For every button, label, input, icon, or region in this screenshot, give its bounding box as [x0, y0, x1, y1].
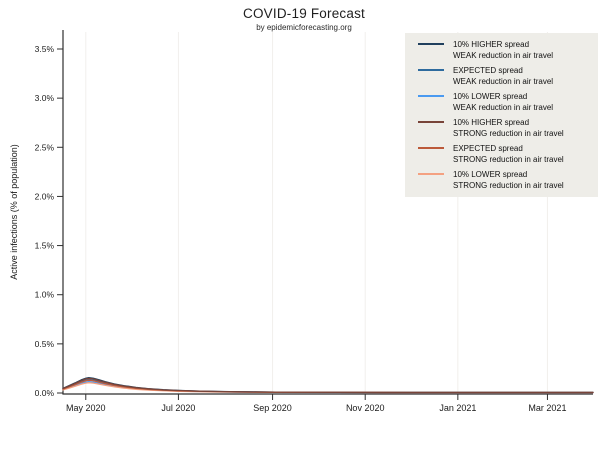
x-tick-label: Nov 2020 — [346, 403, 385, 413]
y-tick-label: 3.0% — [35, 93, 55, 103]
legend-line-swatch — [418, 69, 444, 71]
legend-line-swatch — [418, 173, 444, 175]
series-line-weak-lower — [62, 380, 594, 394]
legend-entry: EXPECTED spread WEAK reduction in air tr… — [418, 65, 592, 87]
chart-legend: 10% HIGHER spread WEAK reduction in air … — [405, 33, 598, 197]
legend-label-line1: EXPECTED spread — [453, 144, 523, 153]
legend-label-line2: WEAK reduction in air travel — [453, 77, 554, 86]
y-tick-label: 2.5% — [35, 142, 55, 152]
legend-line-swatch — [418, 95, 444, 97]
legend-entry: EXPECTED spread STRONG reduction in air … — [418, 143, 592, 165]
chart-subtitle: by epidemicforecasting.org — [256, 23, 352, 32]
x-tick-label: Sep 2020 — [253, 403, 292, 413]
y-tick-label: 0.5% — [35, 339, 55, 349]
series-line-weak-expected — [62, 378, 594, 394]
y-tick-label: 1.5% — [35, 241, 55, 251]
legend-label-line1: 10% HIGHER spread — [453, 118, 530, 127]
x-tick-label: May 2020 — [66, 403, 106, 413]
legend-label-line2: STRONG reduction in air travel — [453, 155, 564, 164]
legend-label-line2: STRONG reduction in air travel — [453, 129, 564, 138]
legend-label-line2: STRONG reduction in air travel — [453, 181, 564, 190]
y-tick-label: 0.0% — [35, 388, 55, 398]
legend-entry: 10% LOWER spread WEAK reduction in air t… — [418, 91, 592, 113]
x-tick-label: Jan 2021 — [439, 403, 476, 413]
legend-entry: 10% HIGHER spread WEAK reduction in air … — [418, 39, 592, 61]
legend-label-line2: WEAK reduction in air travel — [453, 103, 554, 112]
legend-label-line1: 10% LOWER spread — [453, 170, 528, 179]
y-tick-label: 3.5% — [35, 44, 55, 54]
series-line-strong-higher — [62, 377, 594, 394]
legend-label-line1: 10% LOWER spread — [453, 92, 528, 101]
legend-line-swatch — [418, 147, 444, 149]
x-tick-label: Mar 2021 — [528, 403, 566, 413]
y-tick-label: 2.0% — [35, 191, 55, 201]
legend-entry: 10% LOWER spread STRONG reduction in air… — [418, 169, 592, 191]
legend-entry: 10% HIGHER spread STRONG reduction in ai… — [418, 117, 592, 139]
series-line-strong-expected — [62, 379, 594, 394]
chart-title: COVID-19 Forecast — [243, 6, 365, 21]
legend-label-line2: WEAK reduction in air travel — [453, 51, 554, 60]
legend-line-swatch — [418, 121, 444, 123]
legend-line-swatch — [418, 43, 444, 45]
x-tick-label: Jul 2020 — [161, 403, 195, 413]
legend-label-line1: 10% HIGHER spread — [453, 40, 530, 49]
legend-label-line1: EXPECTED spread — [453, 66, 523, 75]
y-tick-label: 1.0% — [35, 290, 55, 300]
